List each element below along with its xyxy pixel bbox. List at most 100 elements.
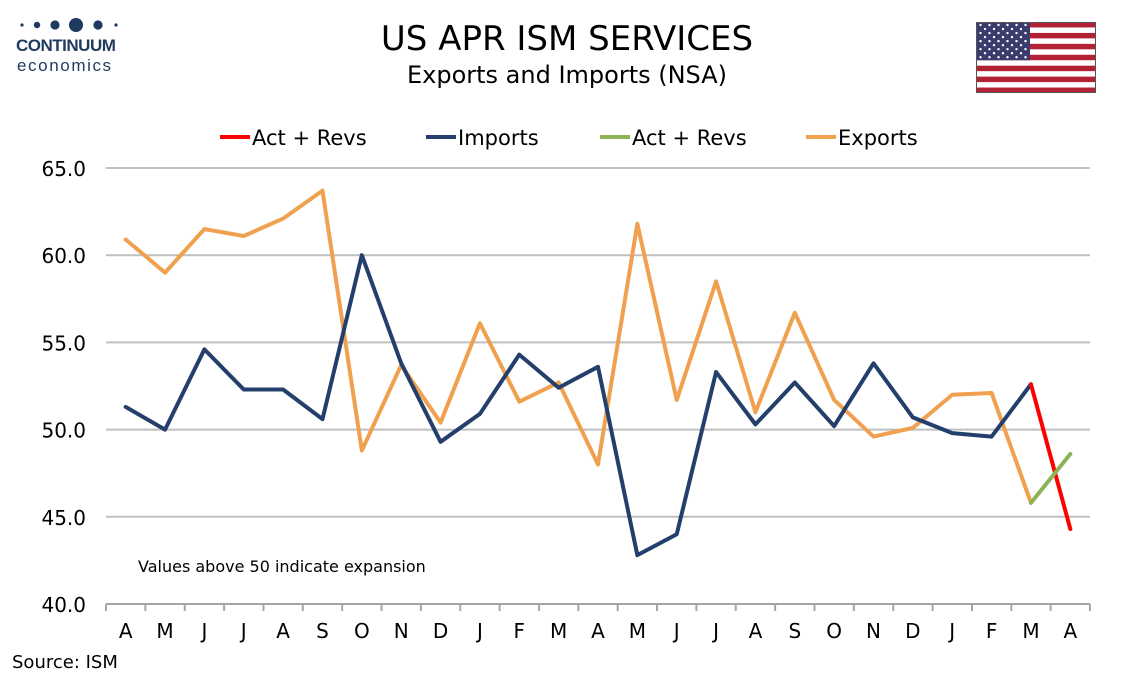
series-line-1 <box>123 188 1033 505</box>
x-tick-label: N <box>866 619 881 643</box>
x-tick-label: A <box>749 619 763 643</box>
x-tick-label: J <box>475 619 483 643</box>
continuum-logo: CONTINUUM economics <box>10 12 140 82</box>
flag-star <box>988 23 991 27</box>
x-tick-label: M <box>156 619 173 643</box>
series-line-3 <box>1028 452 1073 505</box>
flag-star <box>1010 43 1014 47</box>
flag-star <box>1019 43 1023 47</box>
flag-star <box>1015 56 1018 59</box>
flag-star <box>992 35 996 39</box>
flag-star <box>1006 23 1009 27</box>
x-tick-label: M <box>1022 619 1039 643</box>
logo-main-text: CONTINUUM <box>16 36 116 55</box>
flag-star <box>997 23 1000 27</box>
y-tick-label: 45.0 <box>41 506 86 530</box>
x-tick-label: F <box>986 619 998 643</box>
flag-star <box>997 56 1000 59</box>
flag-star <box>1024 31 1027 35</box>
x-tick-label: J <box>239 619 247 643</box>
flag-star <box>1006 31 1009 35</box>
y-tick-label: 40.0 <box>41 593 86 617</box>
logo-sub-text: economics <box>17 56 113 75</box>
flag-star <box>1001 27 1005 31</box>
flag-star <box>979 47 982 51</box>
x-tick-label: A <box>591 619 605 643</box>
y-tick-label: 60.0 <box>41 244 86 268</box>
x-tick-label: D <box>905 619 920 643</box>
chart-title: US APR ISM SERVICES <box>380 19 754 59</box>
flag-border <box>976 22 1096 93</box>
flag-star <box>1001 52 1005 55</box>
x-tick-label: N <box>394 619 409 643</box>
y-tick-label: 50.0 <box>41 419 86 443</box>
flag-star <box>983 43 987 47</box>
x-tick-label: A <box>276 619 290 643</box>
flag-star <box>1010 35 1014 39</box>
y-tick-label: 65.0 <box>41 157 86 181</box>
flag-star <box>1019 52 1023 55</box>
flag-star <box>1024 39 1027 43</box>
flag-star <box>983 52 987 55</box>
flag-stripe <box>976 43 1096 50</box>
title-block: US APR ISM SERVICES Exports and Imports … <box>0 18 1134 90</box>
flag-stripe <box>976 54 1096 61</box>
flag-star <box>992 43 996 47</box>
x-tick-label: F <box>514 619 526 643</box>
flag-star <box>1019 35 1023 39</box>
x-tick-label: S <box>788 619 801 643</box>
flag-star <box>992 27 996 31</box>
flag-star <box>988 39 991 43</box>
legend-label: Act + Revs <box>632 126 747 150</box>
flag-star <box>1015 31 1018 35</box>
flag-star <box>1015 39 1018 43</box>
flag-star <box>1006 39 1009 43</box>
x-tick-label: A <box>1063 619 1077 643</box>
series-line-2 <box>1028 382 1073 532</box>
flag-star <box>997 47 1000 51</box>
us-flag-icon <box>976 22 1096 93</box>
x-tick-label: D <box>433 619 448 643</box>
legend-label: Exports <box>838 126 918 150</box>
flag-star <box>1015 47 1018 51</box>
flag-star <box>1006 47 1009 51</box>
x-tick-label: M <box>629 619 646 643</box>
flag-star <box>1010 52 1014 55</box>
flag-star <box>988 56 991 59</box>
x-tick-label: J <box>199 619 207 643</box>
x-tick-label: M <box>550 619 567 643</box>
flag-star <box>992 52 996 55</box>
flag-star <box>1024 23 1027 27</box>
flag-star <box>1006 56 1009 59</box>
x-tick-label: J <box>711 619 719 643</box>
flag-stripe <box>976 22 1096 28</box>
flag-stripe <box>976 87 1096 93</box>
chart-annotation: Values above 50 indicate expansion <box>138 557 426 576</box>
flag-star <box>979 39 982 43</box>
flag-star <box>1024 47 1027 51</box>
flag-star <box>988 47 991 51</box>
flag-star <box>988 31 991 35</box>
x-tick-label: O <box>826 619 842 643</box>
x-tick-label: S <box>316 619 329 643</box>
flag-star <box>1015 23 1018 27</box>
flag-stripe <box>976 76 1096 83</box>
flag-star <box>979 56 982 59</box>
flag-star <box>1019 27 1023 31</box>
series-line-0 <box>123 253 1033 558</box>
flag-star <box>983 35 987 39</box>
legend-label: Act + Revs <box>252 126 367 150</box>
logo-dots-icon <box>20 18 118 32</box>
flag-stripe <box>976 32 1096 39</box>
flag-star <box>1001 43 1005 47</box>
flag-star <box>979 31 982 35</box>
chart-subtitle: Exports and Imports (NSA) <box>406 61 728 89</box>
flag-star <box>997 31 1000 35</box>
x-tick-label: O <box>354 619 370 643</box>
flag-star <box>983 27 987 31</box>
x-tick-label: A <box>119 619 133 643</box>
y-tick-label: 55.0 <box>41 331 86 355</box>
x-tick-label: J <box>672 619 680 643</box>
x-tick-label: J <box>947 619 955 643</box>
